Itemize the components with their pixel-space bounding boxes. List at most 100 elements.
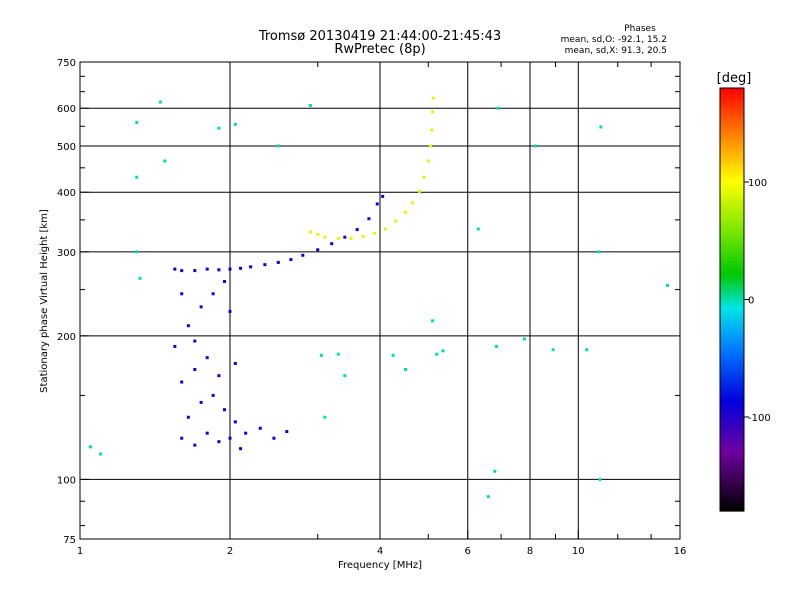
colorbar-segment — [720, 211, 744, 216]
data-point — [239, 266, 243, 270]
data-point — [383, 227, 387, 231]
data-point — [173, 344, 177, 348]
x-tick-label: 1 — [77, 546, 83, 557]
y-tick-label: 300 — [57, 248, 76, 259]
data-point — [211, 292, 215, 296]
data-point — [316, 248, 320, 252]
colorbar-segment — [720, 197, 744, 202]
colorbar-segment — [720, 260, 744, 265]
data-point — [533, 144, 537, 148]
data-point — [599, 125, 603, 129]
data-point — [665, 283, 669, 287]
data-point — [163, 159, 167, 163]
data-point — [180, 292, 184, 296]
colorbar-segment — [720, 172, 744, 177]
colorbar-segment — [720, 384, 744, 389]
colorbar-segment — [720, 380, 744, 385]
colorbar-segment — [720, 412, 744, 417]
data-point — [435, 352, 439, 356]
colorbar-segment — [720, 162, 744, 167]
colorbar-segment — [720, 221, 744, 227]
data-point — [441, 349, 445, 353]
colorbar-segment — [720, 246, 744, 251]
colorbar-segment — [720, 239, 744, 244]
data-point — [316, 233, 320, 237]
colorbar-segment — [720, 468, 744, 473]
data-point — [217, 268, 221, 272]
colorbar-segment — [720, 140, 744, 145]
colorbar-segment — [720, 458, 744, 463]
colorbar-segment — [720, 422, 744, 427]
colorbar-segment — [720, 465, 744, 470]
legend-line-o: mean, sd,O: -92.1, 15.2 — [561, 35, 667, 45]
colorbar-segment — [720, 503, 744, 509]
data-point — [180, 269, 184, 273]
data-point — [180, 380, 184, 384]
colorbar-segment — [720, 105, 744, 110]
data-point — [430, 128, 434, 132]
data-point — [323, 235, 327, 239]
colorbar-segment — [720, 313, 744, 318]
data-point — [411, 201, 415, 205]
colorbar-segment — [720, 169, 744, 174]
phase-colorbar: 100 0 -100 — [719, 87, 771, 512]
x-tick-label: 4 — [377, 546, 383, 557]
colorbar-segment — [720, 345, 744, 350]
colorbar-segment — [720, 112, 744, 117]
data-point — [244, 431, 248, 435]
data-point — [205, 356, 209, 360]
colorbar-tick-label: 100 — [748, 178, 767, 189]
data-point — [186, 324, 190, 328]
data-point — [193, 269, 197, 273]
colorbar-segment — [720, 229, 744, 234]
colorbar-segment — [720, 482, 744, 487]
colorbar-segment — [720, 151, 744, 156]
y-tick-label: 100 — [57, 475, 76, 486]
y-tick-label: 750 — [57, 58, 76, 69]
colorbar-segment — [720, 352, 744, 357]
colorbar-segment — [720, 447, 744, 452]
colorbar-segment — [720, 200, 744, 205]
data-point — [276, 144, 280, 148]
y-tick-label: 500 — [57, 142, 76, 153]
data-point — [193, 339, 197, 343]
data-point — [205, 267, 209, 271]
data-point — [249, 265, 253, 269]
colorbar-segment — [720, 507, 744, 512]
data-point — [193, 367, 197, 371]
colorbar-segment — [720, 243, 744, 248]
colorbar-segment — [720, 193, 744, 198]
colorbar-tick-label: -100 — [748, 413, 771, 424]
data-point — [233, 420, 237, 424]
colorbar-segment — [720, 133, 744, 138]
data-point — [355, 228, 359, 232]
colorbar-segment — [720, 204, 744, 209]
colorbar-segment — [720, 281, 744, 286]
colorbar-segment — [720, 433, 744, 438]
colorbar-segment — [720, 119, 744, 124]
data-point — [597, 250, 601, 254]
colorbar-segment — [720, 176, 744, 181]
legend-title: Phases — [624, 24, 656, 34]
data-point — [422, 175, 426, 179]
colorbar-segment — [720, 362, 744, 368]
colorbar-segment — [720, 190, 744, 195]
colorbar-segment — [720, 500, 744, 505]
colorbar-segment — [720, 377, 744, 382]
data-point — [289, 258, 293, 262]
data-point — [173, 267, 177, 271]
data-point — [135, 121, 139, 125]
data-point — [233, 122, 237, 126]
data-point — [361, 235, 365, 239]
data-point — [199, 400, 203, 404]
colorbar-segment — [720, 331, 744, 336]
y-tick-label: 400 — [57, 188, 76, 199]
colorbar-segment — [720, 299, 744, 304]
colorbar-segment — [720, 303, 744, 308]
colorbar-segment — [720, 387, 744, 392]
y-tick-label: 200 — [57, 332, 76, 343]
colorbar-label: [deg] — [717, 71, 752, 86]
colorbar-segment — [720, 489, 744, 494]
data-point — [373, 231, 377, 235]
colorbar-segment — [720, 338, 744, 343]
